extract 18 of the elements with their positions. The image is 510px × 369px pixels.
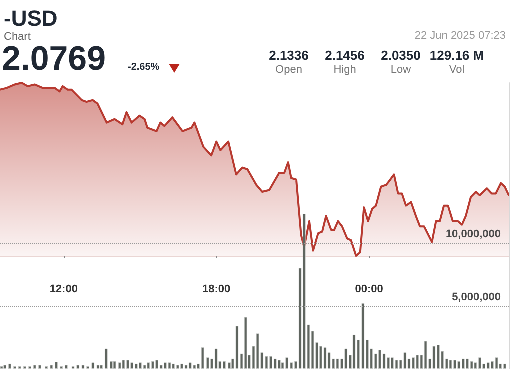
text: 2.0769 — [2, 40, 106, 79]
text: -2.65% — [128, 62, 160, 73]
x-tick-label: 00:00 — [355, 284, 384, 296]
text: 2.0350 — [380, 48, 422, 63]
text: High — [332, 64, 358, 76]
y-tick-label: 5,000,000 — [452, 292, 501, 304]
text: 2.1456 — [324, 48, 366, 63]
text: Low — [390, 64, 412, 76]
x-tick-label: 18:00 — [202, 284, 231, 296]
text: 2.1336 — [268, 48, 310, 63]
y-tick-label: 10,000,000 — [446, 228, 501, 241]
text: Vol — [448, 64, 466, 76]
text: Open — [274, 64, 304, 76]
text: 129.16 M — [428, 48, 486, 63]
chart-subtitle: Chart — [4, 31, 31, 43]
text: 22 Jun 2025 07:23 — [414, 30, 506, 42]
x-tick-label: 12:00 — [50, 284, 78, 296]
chart-title: -USD — [4, 6, 58, 32]
